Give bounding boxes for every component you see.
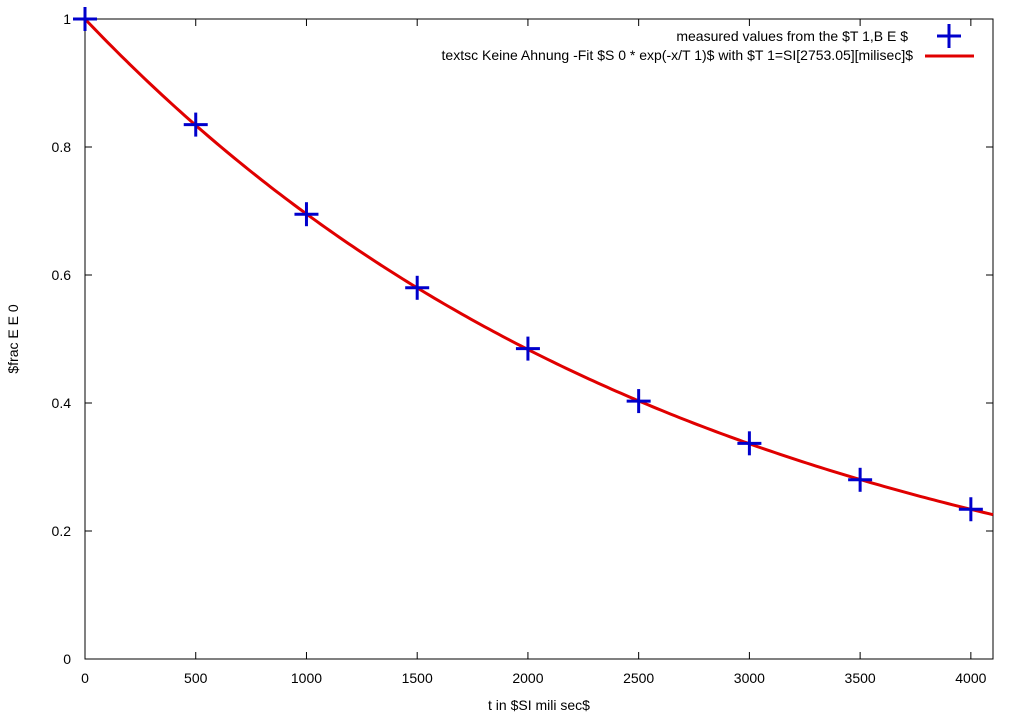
data-point xyxy=(294,202,319,227)
plot-frame xyxy=(84,18,994,660)
data-point xyxy=(183,112,208,137)
y-tick-label: 0.6 xyxy=(52,267,72,283)
y-tick-label: 0.2 xyxy=(52,523,72,539)
x-tick-label: 1000 xyxy=(291,670,322,686)
data-point xyxy=(73,7,97,31)
fit-line xyxy=(83,17,994,517)
y-axis-label: $frac E E 0 xyxy=(5,304,21,373)
data-point xyxy=(626,389,651,414)
series-layer xyxy=(73,7,994,522)
x-tick-label: 1500 xyxy=(402,670,433,686)
y-tick-label: 1 xyxy=(63,11,71,27)
legend-label-measured: measured values from the $T 1,B E $ xyxy=(676,28,908,44)
x-tick-label: 3000 xyxy=(734,670,765,686)
data-point xyxy=(737,431,762,456)
x-tick-label: 4000 xyxy=(955,670,986,686)
axis-ticks: 0 500 1000 1500 2000 2500 3000 3500 4000 0 0.2 0.4 0… xyxy=(52,11,993,686)
legend: measured values from the $T 1,B E $ text… xyxy=(442,24,974,63)
x-tick-label: 2500 xyxy=(623,670,654,686)
x-tick-label: 0 xyxy=(81,670,89,686)
x-axis-label: t in $SI mili sec$ xyxy=(488,697,590,713)
x-tick-label: 3500 xyxy=(845,670,876,686)
data-point xyxy=(405,275,430,300)
data-point xyxy=(848,467,873,492)
legend-label-fit: textsc Keine Ahnung -Fit $S 0 * exp(-x/T… xyxy=(442,47,914,63)
x-tick-label: 500 xyxy=(184,670,208,686)
x-tick-label: 2000 xyxy=(512,670,543,686)
data-point xyxy=(958,497,983,522)
y-tick-label: 0.8 xyxy=(52,139,72,155)
y-tick-label: 0 xyxy=(63,651,71,667)
y-tick-label: 0.4 xyxy=(52,395,72,411)
legend-marker-measured xyxy=(937,24,961,48)
data-point xyxy=(515,336,540,361)
